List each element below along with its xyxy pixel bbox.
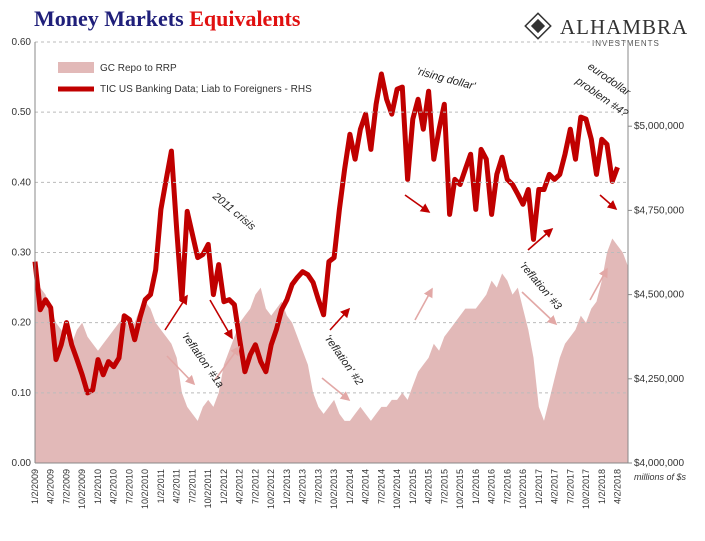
legend-swatch [58,62,94,73]
logo-mark [524,12,552,40]
x-tick-label: 4/2/2010 [109,469,119,504]
y2-tick-label: $4,500,000 [634,290,684,301]
x-tick-label: 1/2/2013 [282,469,292,504]
arrow [329,307,351,331]
x-tick-label: 10/2/2016 [518,469,528,509]
arrow [214,345,240,381]
logo-mark [530,18,546,34]
x-tick-label: 7/2/2016 [502,469,512,504]
y2-tick-label: $4,750,000 [634,205,684,216]
x-tick-label: 10/2/2017 [581,469,591,509]
annotation: 'reflation' #3 [517,260,564,313]
x-tick-label: 7/2/2012 [250,469,260,504]
y2-tick-label: $4,250,000 [634,374,684,385]
x-tick-label: 7/2/2009 [61,469,71,504]
arrow [599,194,618,211]
y-tick-label: 0.20 [12,318,32,329]
arrow [164,294,188,331]
logo-text: ALHAMBRA [560,15,688,39]
x-tick-label: 4/2/2009 [46,469,56,504]
arrows [164,194,618,402]
x-tick-label: 4/2/2017 [550,469,560,504]
x-tick-label: 4/2/2018 [613,469,623,504]
arrow [414,287,433,321]
x-tick-label: 1/2/2018 [597,469,607,504]
x-tick-label: 7/2/2013 [313,469,323,504]
arrow [589,267,608,301]
area [35,238,628,463]
x-tick-label: 7/2/2010 [124,469,134,504]
y-tick-label: 0.30 [12,248,32,259]
x-tick-label: 7/2/2011 [187,469,197,503]
x-tick-label: 7/2/2014 [376,469,386,504]
y2-axis-label: millions of $s [634,472,687,482]
title-part: Equivalents [189,6,301,31]
x-tick-label: 4/2/2011 [172,469,182,503]
x-tick-label: 1/2/2015 [408,469,418,504]
y2-tick-label: $4,000,000 [634,458,684,469]
y-tick-label: 0.10 [12,388,32,399]
x-tick-label: 10/2/2013 [329,469,339,509]
arrow [527,227,554,251]
x-tick-label: 10/2/2009 [77,469,87,509]
annotation: 'reflation' #2 [322,333,365,388]
x-tick-label: 4/2/2012 [235,469,245,504]
x-tick-label: 7/2/2017 [565,469,575,504]
arrow [404,194,431,213]
x-tick-label: 1/2/2016 [471,469,481,504]
logo-text: INVESTMENTS [592,39,660,48]
x-tick-label: 4/2/2014 [361,469,371,504]
x-tick-label: 1/2/2009 [30,469,40,504]
x-tick-label: 1/2/2010 [93,469,103,504]
x-tick-label: 4/2/2015 [424,469,434,504]
title-part: Money Markets [34,6,184,31]
y-tick-label: 0.50 [12,107,32,118]
legend-label: GC Repo to RRP [100,63,177,74]
arrow [166,355,196,386]
plot: 0.00 0.10 0.20 0.30 0.40 0.50 0.60 $4,000,000 $4… [12,37,687,509]
legend-label: TIC US Banking Data; Liab to Foreigners … [100,84,312,95]
annotation: 2011 crisis [209,190,258,233]
arrow [321,377,351,402]
logo: ALHAMBRA INVESTMENTS [524,12,688,48]
y2-tick-label: $5,000,000 [634,121,684,132]
line [32,71,620,396]
x-tick-label: 1/2/2014 [345,469,355,504]
x-tick-label: 4/2/2016 [487,469,497,504]
annotation: 'reflation' #1a [179,330,226,390]
x-tick-label: 1/2/2017 [534,469,544,504]
x-tick-label: 10/2/2011 [203,469,213,508]
arrow [209,299,233,340]
arrow [521,291,558,326]
x-tick-label: 7/2/2015 [439,469,449,504]
x-tick-label: 10/2/2014 [392,469,402,509]
chart-title: Money Markets Equivalents [34,6,301,31]
annotation: 'rising dollar' [415,65,477,92]
x-tick-label: 1/2/2012 [219,469,229,504]
y-tick-label: 0.40 [12,177,32,188]
x-tick-label: 10/2/2015 [455,469,465,509]
y-tick-label: 0.00 [12,458,32,469]
x-tick-label: 1/2/2011 [156,469,166,503]
y-tick-label: 0.60 [12,37,32,48]
x-tick-label: 10/2/2012 [266,469,276,509]
x-tick-label: 10/2/2010 [140,469,150,509]
x-tick-label: 4/2/2013 [298,469,308,504]
